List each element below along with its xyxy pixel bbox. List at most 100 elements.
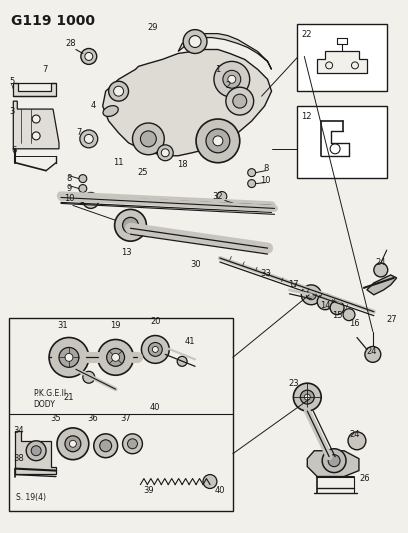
Text: 4: 4 xyxy=(90,101,95,110)
Polygon shape xyxy=(103,50,272,156)
Text: 27: 27 xyxy=(386,315,397,324)
Circle shape xyxy=(112,353,120,361)
Text: 20: 20 xyxy=(150,317,161,326)
Circle shape xyxy=(83,192,99,208)
Circle shape xyxy=(128,439,137,449)
Circle shape xyxy=(26,441,46,461)
Text: 6: 6 xyxy=(11,146,17,155)
Circle shape xyxy=(79,184,87,192)
Text: 22: 22 xyxy=(302,30,312,38)
Text: 33: 33 xyxy=(260,270,271,278)
Circle shape xyxy=(31,446,41,456)
Circle shape xyxy=(149,343,162,357)
Circle shape xyxy=(206,129,230,153)
Circle shape xyxy=(157,145,173,161)
Circle shape xyxy=(122,434,142,454)
Polygon shape xyxy=(13,101,59,149)
Text: 11: 11 xyxy=(113,158,124,167)
Circle shape xyxy=(196,119,240,163)
Text: 24: 24 xyxy=(375,257,386,266)
Circle shape xyxy=(343,309,355,321)
Circle shape xyxy=(84,134,93,143)
Circle shape xyxy=(214,61,250,97)
Text: 10: 10 xyxy=(64,194,74,203)
Text: 29: 29 xyxy=(147,23,157,32)
Polygon shape xyxy=(13,83,56,96)
Circle shape xyxy=(161,149,169,157)
Circle shape xyxy=(183,30,207,53)
Circle shape xyxy=(365,346,381,362)
Text: 23: 23 xyxy=(288,379,299,387)
Text: 8: 8 xyxy=(66,174,72,183)
Text: P.K.G.E.II
DODY: P.K.G.E.II DODY xyxy=(33,389,66,409)
Text: 24: 24 xyxy=(350,430,360,439)
Circle shape xyxy=(98,340,133,375)
Circle shape xyxy=(330,301,344,314)
Bar xyxy=(297,106,387,177)
Text: 12: 12 xyxy=(302,112,312,121)
Text: 28: 28 xyxy=(66,39,76,48)
Text: 38: 38 xyxy=(13,454,24,463)
Circle shape xyxy=(81,49,97,64)
Text: 10: 10 xyxy=(260,176,271,185)
Circle shape xyxy=(217,191,227,201)
Circle shape xyxy=(49,337,89,377)
Text: 5: 5 xyxy=(9,77,15,86)
Circle shape xyxy=(142,336,169,364)
Circle shape xyxy=(65,353,73,361)
Text: 7: 7 xyxy=(42,65,48,74)
Circle shape xyxy=(189,36,201,47)
Text: 32: 32 xyxy=(213,192,223,201)
Text: 8: 8 xyxy=(263,164,268,173)
Text: 3: 3 xyxy=(9,107,15,116)
Text: 41: 41 xyxy=(185,337,195,346)
Polygon shape xyxy=(15,431,56,474)
Circle shape xyxy=(152,346,158,352)
Circle shape xyxy=(115,209,146,241)
Circle shape xyxy=(140,131,156,147)
Text: 21: 21 xyxy=(64,393,74,401)
Circle shape xyxy=(32,115,40,123)
Text: 31: 31 xyxy=(58,321,68,330)
Text: 14: 14 xyxy=(320,301,330,310)
Polygon shape xyxy=(317,52,367,74)
Circle shape xyxy=(109,81,129,101)
Text: 16: 16 xyxy=(349,319,359,328)
Circle shape xyxy=(322,449,346,473)
Circle shape xyxy=(306,290,316,300)
Circle shape xyxy=(83,372,95,383)
Circle shape xyxy=(79,195,87,203)
Text: 17: 17 xyxy=(288,280,299,289)
Text: 35: 35 xyxy=(51,415,61,423)
Text: 26: 26 xyxy=(359,474,370,483)
Circle shape xyxy=(57,428,89,459)
Text: G119 1000: G119 1000 xyxy=(11,14,95,28)
Text: 7: 7 xyxy=(76,128,82,138)
Text: 40: 40 xyxy=(215,486,225,495)
Circle shape xyxy=(122,217,138,233)
Circle shape xyxy=(177,357,187,366)
Circle shape xyxy=(94,434,118,458)
Circle shape xyxy=(79,175,87,183)
Text: 24: 24 xyxy=(367,347,377,356)
Text: 39: 39 xyxy=(143,486,154,495)
Circle shape xyxy=(85,52,93,60)
Circle shape xyxy=(300,390,314,404)
Circle shape xyxy=(223,70,241,88)
Text: 1: 1 xyxy=(215,65,221,74)
Circle shape xyxy=(317,294,333,310)
Text: 36: 36 xyxy=(87,415,98,423)
Text: 25: 25 xyxy=(137,168,148,177)
Text: 34: 34 xyxy=(13,426,24,435)
Bar xyxy=(9,318,233,511)
Circle shape xyxy=(226,87,254,115)
Circle shape xyxy=(228,75,236,83)
Bar xyxy=(297,23,387,91)
Text: 18: 18 xyxy=(177,160,187,169)
Circle shape xyxy=(302,285,321,305)
Circle shape xyxy=(100,440,112,452)
Circle shape xyxy=(328,455,340,466)
Circle shape xyxy=(32,132,40,140)
Circle shape xyxy=(59,348,79,367)
Circle shape xyxy=(213,136,223,146)
